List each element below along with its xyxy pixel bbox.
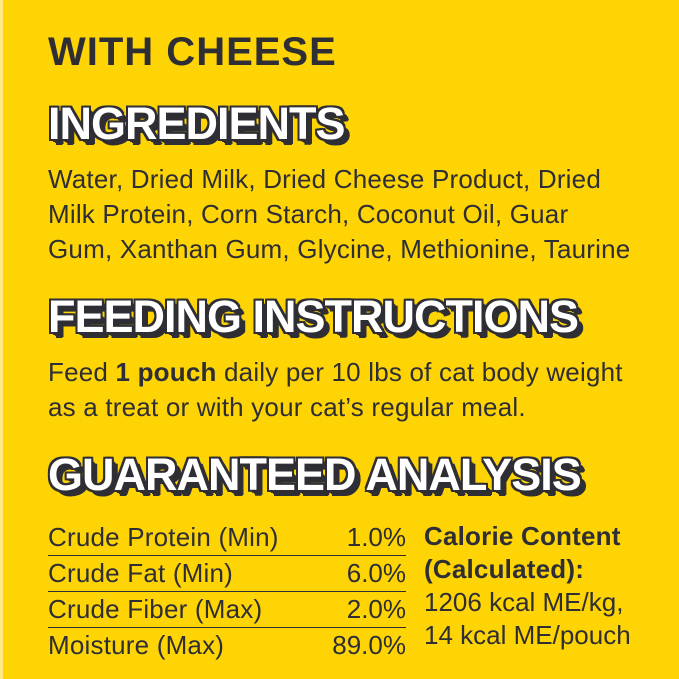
row-label: Crude Fat (Min) (48, 558, 234, 589)
feeding-instructions-heading: FEEDING INSTRUCTIONS (48, 290, 579, 342)
calorie-value-line1: 1206 kcal ME/kg, (424, 587, 624, 618)
calorie-content-block: Calorie Content (Calculated): 1206 kcal … (424, 520, 631, 652)
row-value: 6.0% (346, 558, 406, 589)
table-row: Crude Fat (Min) 6.0% (48, 556, 406, 593)
calorie-heading-line2: (Calculated): (424, 554, 585, 585)
variant-title: WITH CHEESE (48, 30, 337, 74)
guaranteed-analysis-heading: GUARANTEED ANALYSIS (48, 448, 582, 500)
feeding-text-prefix: Feed (48, 356, 116, 387)
feeding-text-suffix: daily per 10 lbs of cat body weight as a… (48, 356, 623, 422)
row-value: 89.0% (332, 630, 406, 661)
table-row: Crude Protein (Min) 1.0% (48, 520, 406, 557)
ingredients-text: Water, Dried Milk, Dried Cheese Product,… (48, 163, 631, 264)
row-value: 2.0% (346, 594, 406, 625)
row-label: Crude Protein (Min) (48, 522, 279, 553)
table-row: Moisture (Max) 89.0% (48, 628, 406, 663)
row-label: Crude Fiber (Max) (48, 594, 263, 625)
guaranteed-analysis-area: Crude Protein (Min) 1.0% Crude Fat (Min)… (48, 520, 639, 663)
left-edge-highlight (0, 0, 3, 679)
row-value: 1.0% (346, 522, 406, 553)
label-panel: WITH CHEESE INGREDIENTS Water, Dried Mil… (48, 30, 639, 663)
feeding-text-dose: 1 pouch (115, 356, 217, 387)
calorie-value-line2: 14 kcal ME/pouch (424, 620, 631, 651)
calorie-heading-line1: Calorie Content (424, 521, 621, 552)
row-label: Moisture (Max) (48, 630, 225, 661)
feeding-instructions-text: Feed 1 pouch daily per 10 lbs of cat bod… (48, 355, 639, 425)
ingredients-heading: INGREDIENTS (48, 98, 346, 149)
guaranteed-analysis-table: Crude Protein (Min) 1.0% Crude Fat (Min)… (48, 520, 406, 663)
table-row: Crude Fiber (Max) 2.0% (48, 592, 406, 629)
